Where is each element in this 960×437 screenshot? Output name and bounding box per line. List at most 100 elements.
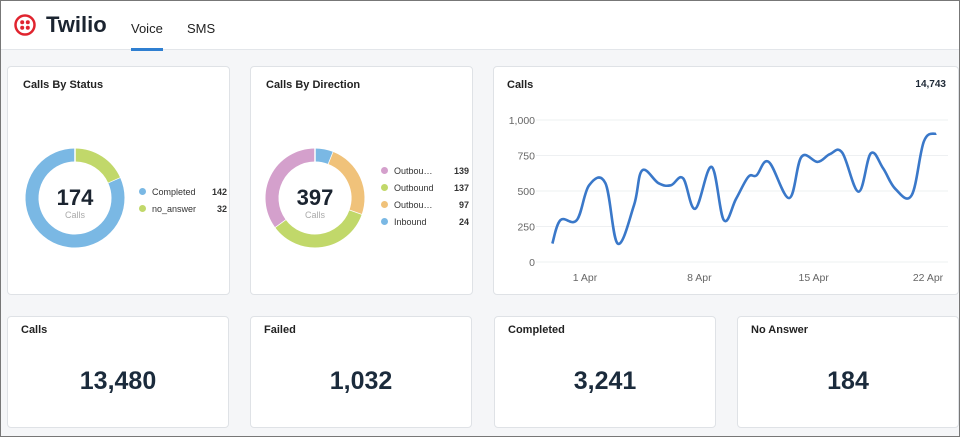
legend-dot-icon <box>381 184 388 191</box>
legend-label: Outbou… <box>394 165 433 176</box>
top-nav: Twilio Voice SMS <box>1 1 959 51</box>
legend-item[interactable]: Outbou… 139 <box>381 162 469 179</box>
data-point[interactable] <box>921 138 927 144</box>
data-point[interactable] <box>692 206 698 212</box>
slice-gap <box>347 209 364 216</box>
x-tick-label: 22 Apr <box>913 272 944 284</box>
donut-slice[interactable] <box>25 148 125 248</box>
legend-label: Outbou… <box>394 199 433 210</box>
calls-by-status-card: Calls By Status 174 Calls Completed 142 no… <box>7 66 230 295</box>
legend-item[interactable]: Inbound 24 <box>381 213 469 230</box>
data-point[interactable] <box>786 195 792 201</box>
data-point[interactable] <box>586 182 592 188</box>
twilio-logo-icon <box>14 14 36 36</box>
y-tick-label: 250 <box>517 222 535 234</box>
legend-label: no_answer <box>152 203 197 214</box>
donut-slice[interactable] <box>265 148 316 228</box>
calls-series-line <box>551 132 937 245</box>
stat-value: 184 <box>827 367 869 395</box>
status-legend: Completed 142 no_answer 32 <box>139 183 227 217</box>
legend-dot-icon <box>139 205 146 212</box>
data-point[interactable] <box>933 130 939 136</box>
stat-title: No Answer <box>751 324 809 336</box>
data-point[interactable] <box>868 150 874 156</box>
stat-value: 13,480 <box>79 367 157 395</box>
data-point[interactable] <box>766 159 772 165</box>
status-donut <box>25 147 125 248</box>
stat-value: 3,241 <box>573 367 637 395</box>
card-title: Calls <box>507 79 534 91</box>
data-point[interactable] <box>745 174 751 180</box>
stat-card-completed: Completed 3,241 <box>494 316 716 428</box>
data-point[interactable] <box>733 196 739 202</box>
tab-voice[interactable]: Voice <box>131 21 163 51</box>
legend-value: 139 <box>453 165 469 176</box>
data-point[interactable] <box>892 186 898 192</box>
data-point[interactable] <box>754 172 760 178</box>
data-point[interactable] <box>615 241 621 247</box>
legend-label: Completed <box>152 186 196 197</box>
calls-line-chart: 0 250 500 750 1,000 1 Apr 8 Apr 15 Apr 22 Apr <box>509 115 948 284</box>
data-point[interactable] <box>856 189 862 195</box>
brand-name: Twilio <box>46 12 107 37</box>
x-tick-label: 15 Apr <box>798 272 829 284</box>
legend-label: Inbound <box>394 216 427 227</box>
stat-title: Completed <box>508 324 565 336</box>
x-tick-label: 1 Apr <box>573 272 598 284</box>
y-tick-label: 500 <box>517 186 535 198</box>
y-tick-label: 1,000 <box>509 115 535 127</box>
donut-slice[interactable] <box>314 148 334 165</box>
data-point[interactable] <box>798 154 804 160</box>
data-point[interactable] <box>639 167 645 173</box>
donut-slice[interactable] <box>328 152 365 215</box>
legend-value: 142 <box>211 186 227 197</box>
stat-card-failed: Failed 1,032 <box>250 316 472 428</box>
stat-title: Failed <box>264 324 296 336</box>
y-tick-label: 750 <box>517 151 535 163</box>
legend-item[interactable]: no_answer 32 <box>139 200 227 217</box>
data-point[interactable] <box>602 180 608 186</box>
data-point[interactable] <box>680 175 686 181</box>
data-point[interactable] <box>668 182 674 188</box>
data-point[interactable] <box>839 150 845 156</box>
donut-slice[interactable] <box>74 148 121 184</box>
legend-value: 32 <box>216 203 227 214</box>
data-point[interactable] <box>815 159 821 165</box>
legend-dot-icon <box>381 167 388 174</box>
y-tick-label: 0 <box>529 257 535 269</box>
data-point[interactable] <box>909 192 915 198</box>
legend-item[interactable]: Completed 142 <box>139 183 227 200</box>
data-point[interactable] <box>827 151 833 157</box>
direction-donut <box>265 147 365 248</box>
data-point[interactable] <box>558 217 564 223</box>
slice-gap <box>327 150 335 166</box>
data-point[interactable] <box>880 165 886 171</box>
legend-item[interactable]: Outbound 137 <box>381 179 469 196</box>
data-point[interactable] <box>721 217 727 223</box>
x-tick-label: 8 Apr <box>687 272 712 284</box>
card-title: Calls By Status <box>23 79 104 91</box>
donut-slice[interactable] <box>274 210 362 248</box>
calls-by-direction-card: Calls By Direction 397 Calls Outbou… 139 O… <box>250 66 473 295</box>
direction-legend: Outbou… 139 Outbound 137 Outbou… 97 Inbound 24 <box>381 162 469 230</box>
data-point[interactable] <box>549 241 555 247</box>
legend-dot-icon <box>381 218 388 225</box>
donut-total-label: Calls <box>64 210 85 220</box>
data-point[interactable] <box>574 217 580 223</box>
legend-value: 97 <box>458 199 469 210</box>
legend-value: 24 <box>458 216 469 227</box>
card-title: Calls By Direction <box>266 79 361 91</box>
donut-total: 174 <box>56 185 94 210</box>
data-point[interactable] <box>709 164 715 170</box>
legend-label: Outbound <box>394 182 434 193</box>
legend-item[interactable]: Outbou… 97 <box>381 196 469 213</box>
tab-sms[interactable]: SMS <box>187 21 216 36</box>
donut-total: 397 <box>296 185 334 210</box>
data-point[interactable] <box>631 202 637 208</box>
data-point[interactable] <box>656 180 662 186</box>
legend-dot-icon <box>139 188 146 195</box>
stat-card-no-answer: No Answer 184 <box>737 316 959 428</box>
stat-card-calls: Calls 13,480 <box>7 316 229 428</box>
stat-title: Calls <box>21 324 48 336</box>
legend-value: 137 <box>453 182 469 193</box>
